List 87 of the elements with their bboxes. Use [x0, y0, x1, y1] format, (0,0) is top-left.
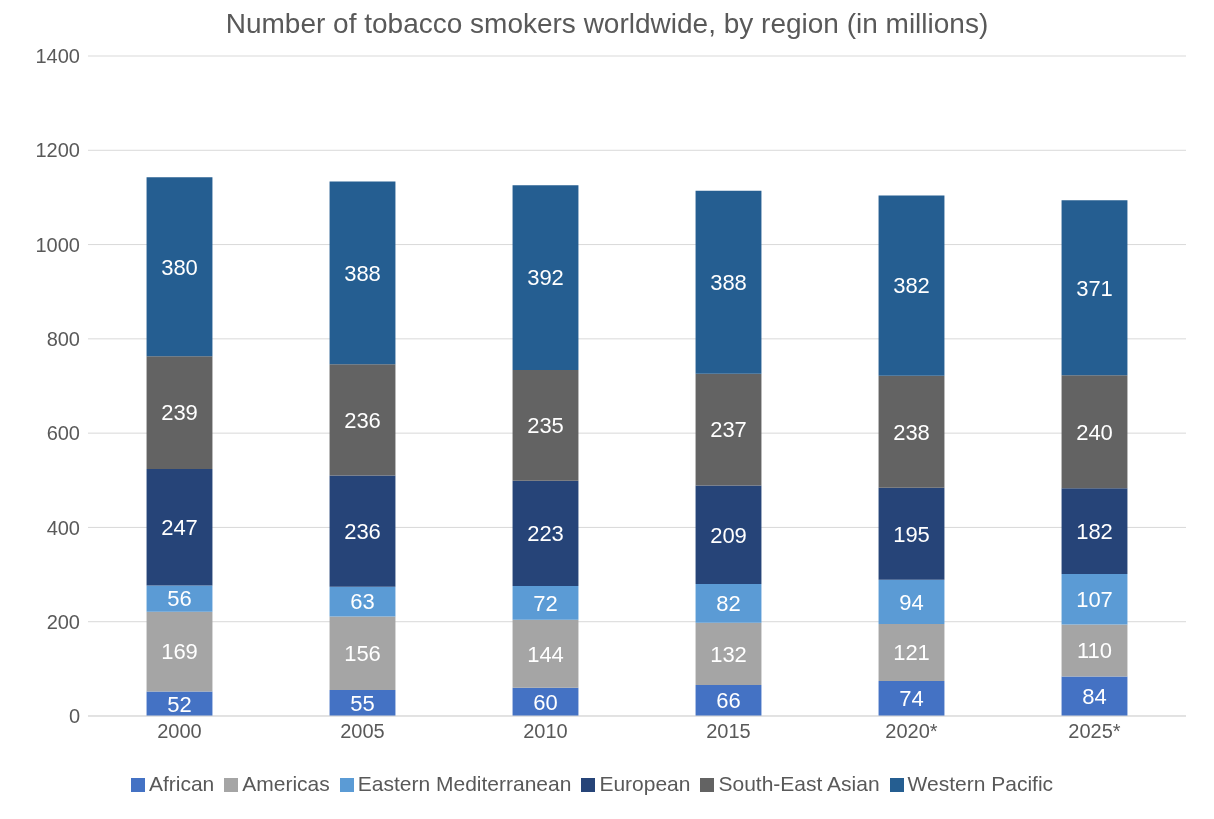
data-label: 236: [344, 407, 381, 433]
data-label: 132: [710, 641, 747, 667]
bar: [146, 468, 213, 586]
bar: [878, 487, 945, 580]
data-label: 56: [167, 586, 192, 612]
bar: [146, 356, 213, 469]
data-label: 247: [161, 515, 198, 540]
bar: [878, 195, 945, 376]
bar: [878, 375, 945, 488]
data-label: 107: [1076, 587, 1113, 613]
bar: [512, 480, 579, 586]
data-label: 235: [527, 413, 564, 439]
data-label: 236: [344, 519, 381, 545]
data-label: 169: [161, 639, 198, 665]
data-label: 182: [1076, 519, 1113, 545]
bar: [878, 681, 945, 716]
data-label: 195: [893, 521, 930, 547]
data-label: 238: [893, 419, 930, 445]
bar: [1061, 375, 1128, 489]
bar: [695, 373, 762, 486]
bar: [512, 619, 579, 688]
bar: [878, 624, 945, 682]
chart-title: Number of tobacco smokers worldwide, by region (in millions): [224, 8, 990, 40]
data-label: 74: [899, 686, 924, 712]
y-tick-label: 200: [46, 610, 80, 633]
y-tick-label: 0: [68, 705, 80, 728]
bar: [512, 585, 579, 620]
x-tick-label: 2005: [340, 720, 385, 743]
x-tick-label: 2015: [706, 720, 751, 743]
bar: [329, 616, 396, 691]
data-label: 209: [710, 522, 747, 548]
bar: [329, 181, 396, 365]
data-label: 240: [1076, 419, 1113, 445]
bar: [1061, 676, 1128, 716]
bar: [1061, 200, 1128, 376]
data-label: 392: [527, 265, 564, 291]
legend-label: Eastern Mediterranean: [357, 772, 572, 795]
data-label: 239: [161, 400, 198, 426]
bar: [695, 622, 762, 685]
y-tick-label: 1000: [35, 233, 80, 256]
data-label: 52: [167, 691, 192, 717]
data-label: 388: [344, 260, 381, 286]
bar: [329, 475, 396, 587]
bar: [1061, 574, 1128, 625]
data-label: 63: [350, 589, 375, 615]
data-label: 388: [710, 270, 747, 296]
bar: [1061, 488, 1128, 575]
x-tick-label: 2000: [157, 720, 202, 743]
data-label: 144: [527, 641, 564, 667]
bar: [512, 369, 579, 481]
x-tick-label: 2010: [523, 720, 568, 743]
data-label: 110: [1076, 638, 1113, 664]
legend-label: Americas: [242, 772, 330, 795]
bar: [329, 364, 396, 476]
data-label: 371: [1076, 275, 1113, 301]
data-label: 382: [893, 273, 930, 299]
y-tick-label: 600: [46, 422, 80, 445]
bar: [695, 584, 762, 623]
bar: [146, 177, 213, 357]
bar: [1061, 624, 1128, 677]
y-tick-label: 400: [46, 516, 80, 539]
data-label: 156: [344, 641, 381, 667]
bar: [878, 579, 945, 625]
data-label: 223: [527, 521, 564, 547]
data-label: 94: [899, 589, 924, 615]
bar: [695, 190, 762, 374]
bar: [695, 485, 762, 584]
data-label: 84: [1082, 684, 1107, 710]
data-label: 237: [710, 417, 747, 443]
data-label: 55: [350, 690, 375, 716]
y-tick-label: 1400: [35, 45, 80, 68]
legend-label: South-East Asian: [718, 772, 880, 795]
bar: [146, 611, 213, 692]
data-label: 60: [533, 689, 558, 715]
x-tick-label: 2020*: [885, 720, 938, 743]
data-label: 82: [716, 591, 741, 617]
bar: [512, 185, 579, 370]
data-label: 72: [533, 590, 558, 616]
x-tick-label: 2025*: [1068, 720, 1121, 743]
data-label: 380: [161, 254, 198, 280]
legend-label: Western Pacific: [907, 772, 1054, 795]
legend-label: European: [599, 772, 691, 795]
y-tick-label: 800: [46, 327, 80, 350]
data-label: 66: [716, 688, 741, 714]
y-tick-label: 1200: [35, 139, 80, 162]
data-label: 121: [893, 640, 930, 666]
legend-label: African: [148, 772, 215, 795]
